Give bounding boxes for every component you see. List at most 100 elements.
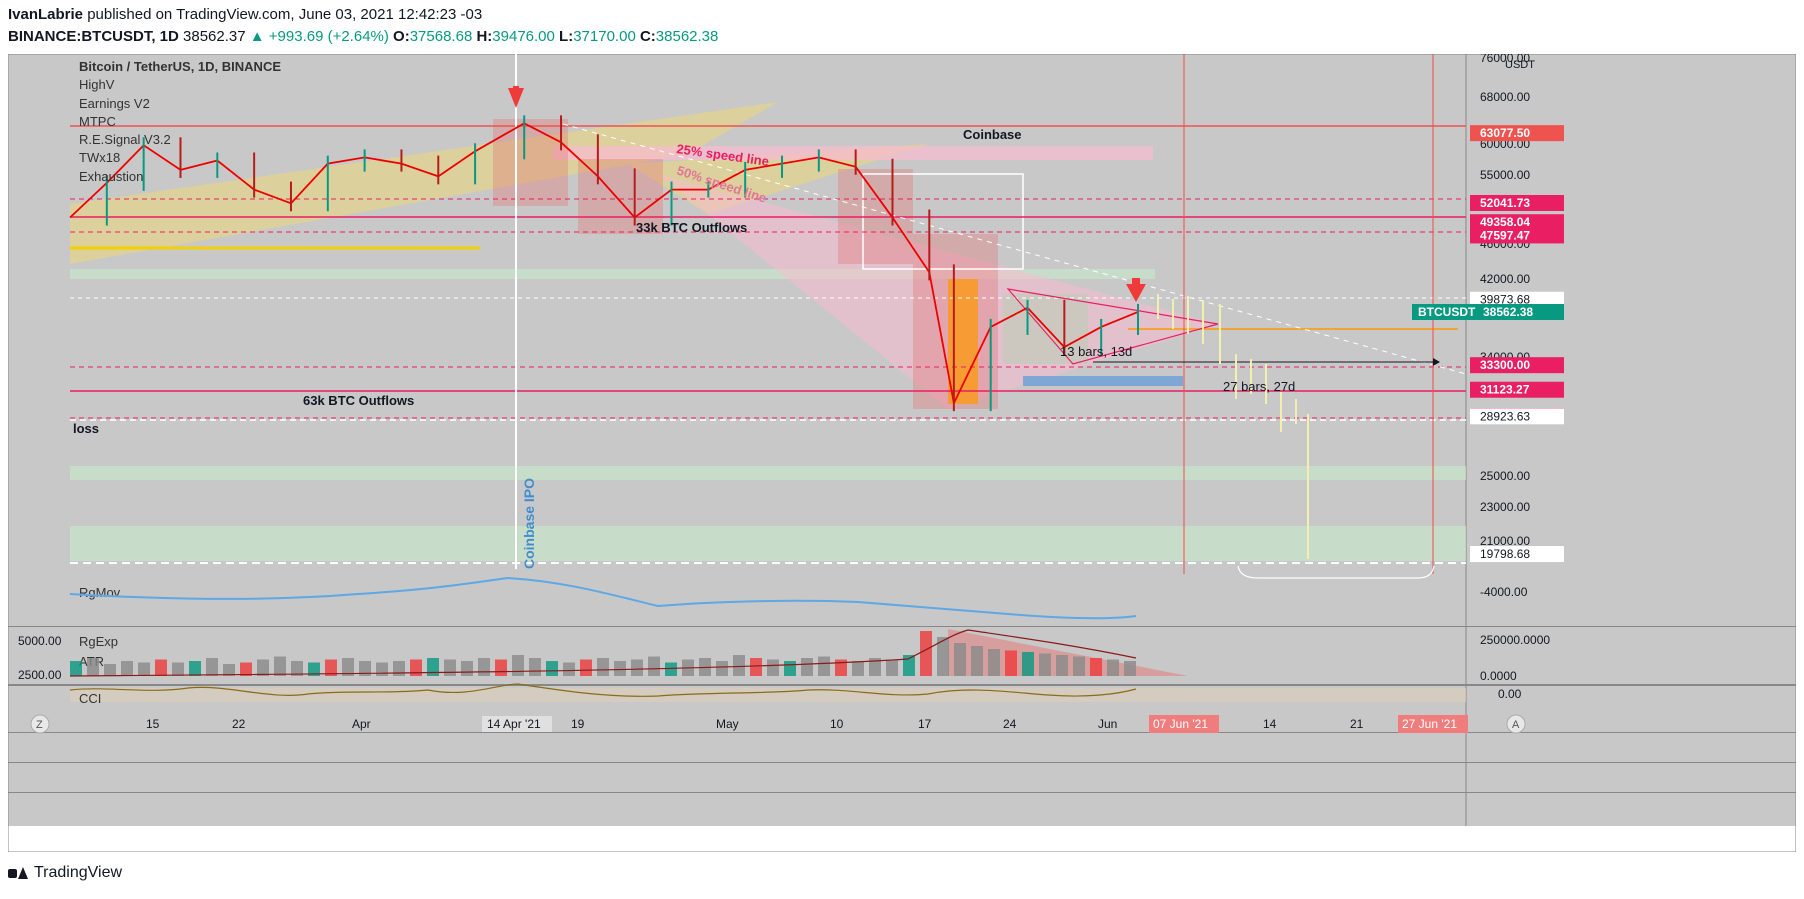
high-label: H:: [476, 28, 493, 45]
x-label-27jun: 27 Jun '21: [1402, 717, 1457, 731]
publish-info: published on TradingView.com, June 03, 2…: [83, 6, 483, 23]
loss-label: loss: [73, 421, 99, 436]
pane-divider-0: [8, 626, 1796, 627]
time-axis[interactable]: 15 22 Apr 14 Apr '21 19 May 10 17 24 Jun…: [146, 715, 1468, 733]
rgexp-tick-high: 250000.0000: [1480, 633, 1550, 647]
close-value: 38562.38: [655, 28, 719, 45]
close-label: C:: [639, 28, 656, 45]
volume-bar: [580, 659, 592, 676]
symbol-label: BINANCE:BTCUSDT, 1D: [8, 28, 179, 45]
y-tick-23000: 23000.00: [1480, 500, 1530, 514]
volume-bar: [206, 658, 218, 676]
auto-scale-button[interactable]: [30, 714, 50, 734]
volume-bar: [189, 661, 201, 676]
volume-bar: [478, 658, 490, 676]
legend-highv[interactable]: HighV: [79, 77, 115, 92]
x-label-24: 24: [1003, 717, 1017, 731]
legend-resignal[interactable]: R.E.Signal V3.2: [79, 132, 171, 147]
price-axis-background[interactable]: [1466, 54, 1796, 826]
price-change: ▲ +993.69 (+2.64%): [249, 28, 389, 45]
volume-bar: [546, 661, 558, 676]
auto-button[interactable]: [1506, 714, 1526, 734]
volume-bar: [223, 664, 235, 676]
price-line: [69, 122, 1139, 406]
pane-divider-4: [8, 792, 1796, 793]
pane-divider-3: [8, 762, 1796, 763]
volume-bar: [376, 662, 388, 676]
price-tag-value: 52041.73: [1480, 196, 1530, 210]
price-tag-box: [1470, 357, 1564, 374]
cci-band: [70, 688, 1466, 702]
y-tick-76000: 76000.00: [1480, 54, 1530, 65]
rgexp-left-tick-5000: 5000.00: [18, 634, 62, 648]
volume-bar: [512, 655, 524, 676]
volume-bar: [1073, 656, 1085, 676]
volume-bar: [308, 662, 320, 676]
sell-arrow-2[interactable]: [1126, 284, 1146, 302]
price-tag-value: 33300.00: [1480, 358, 1530, 372]
sell-arrow-1-stem: [513, 86, 519, 92]
white-box: [862, 173, 1024, 270]
footer: TradingView: [8, 864, 122, 882]
volume-bar: [359, 661, 371, 676]
volume-bar: [495, 659, 507, 676]
author-name[interactable]: IvanLabrie: [8, 6, 84, 23]
yellow-fan-1: [70, 102, 778, 264]
rgexp-tick-zero: 0.0000: [1480, 669, 1517, 683]
legend-exhaustion[interactable]: Exhaustion: [79, 169, 143, 184]
trend-line-white: [562, 123, 1467, 375]
symbol-tag-value: 38562.38: [1483, 305, 1533, 319]
volume-bar: [70, 661, 82, 676]
x-label-27jun-bg: [1398, 715, 1468, 733]
volume-bar: [733, 655, 745, 676]
coinbase-label: Coinbase: [963, 127, 1022, 142]
price-tag-box: [1470, 125, 1564, 142]
cci-label: CCI: [79, 691, 101, 706]
support-zone-2: [70, 466, 1466, 480]
volume-bar: [104, 664, 116, 676]
coinbase-zone: [553, 146, 1153, 160]
price-tag-value: 47597.47: [1480, 228, 1530, 242]
support-zone-3: [70, 526, 1466, 561]
tradingview-brand[interactable]: TradingView: [34, 864, 123, 881]
triangle-pattern: [1006, 288, 1219, 365]
ohlc-header: BINANCE:BTCUSDT, 1D 38562.37 ▲ +993.69 (…: [8, 28, 718, 45]
volume-bar: [886, 659, 898, 676]
chart-frame[interactable]: Coinbase 25% speed line 50% speed line 3…: [8, 54, 1796, 852]
y-tick-21000: 21000.00: [1480, 534, 1530, 548]
volume-bar: [291, 661, 303, 676]
bars-13-label: 13 bars, 13d: [1060, 344, 1132, 359]
publish-header: IvanLabrie published on TradingView.com,…: [8, 6, 482, 23]
volume-bar: [563, 662, 575, 676]
price-tag-box: [1470, 194, 1564, 211]
volume-bar: [988, 649, 1000, 676]
price-tag-box: [1470, 227, 1564, 244]
volume-bar: [869, 658, 881, 676]
volume-bar: [1056, 655, 1068, 676]
volume-bars: [70, 631, 1136, 676]
legend-twx18[interactable]: TWx18: [79, 150, 120, 165]
pink-cone: [658, 174, 1218, 409]
volume-bar: [818, 656, 830, 676]
y-tick-25000: 25000.00: [1480, 469, 1530, 483]
sell-arrow-1[interactable]: [508, 88, 524, 108]
volume-bar: [1005, 650, 1017, 676]
price-tag-value: 19798.68: [1480, 547, 1530, 561]
support-zone-1: [70, 269, 1155, 279]
price-tag-value: 31123.27: [1480, 383, 1530, 397]
price-tag-value: 39873.68: [1480, 293, 1530, 307]
x-label-14apr: 14 Apr '21: [487, 717, 541, 731]
symbol-tag-box: [1412, 304, 1564, 320]
open-label: O:: [393, 28, 410, 45]
volume-bar: [393, 661, 405, 676]
arrow-27-head: [1433, 358, 1440, 366]
legend-title: Bitcoin / TetherUS, 1D, BINANCE: [79, 59, 281, 74]
legend-mtpc[interactable]: MTPC: [79, 114, 116, 129]
zoom-button-label: Z: [36, 719, 43, 731]
volume-bar: [784, 661, 796, 676]
cci-tick: 0.00: [1498, 687, 1522, 701]
x-label-21: 21: [1350, 717, 1364, 731]
legend-earnings[interactable]: Earnings V2: [79, 96, 150, 111]
x-label-jun: Jun: [1098, 717, 1117, 731]
volume-bar: [121, 661, 133, 676]
